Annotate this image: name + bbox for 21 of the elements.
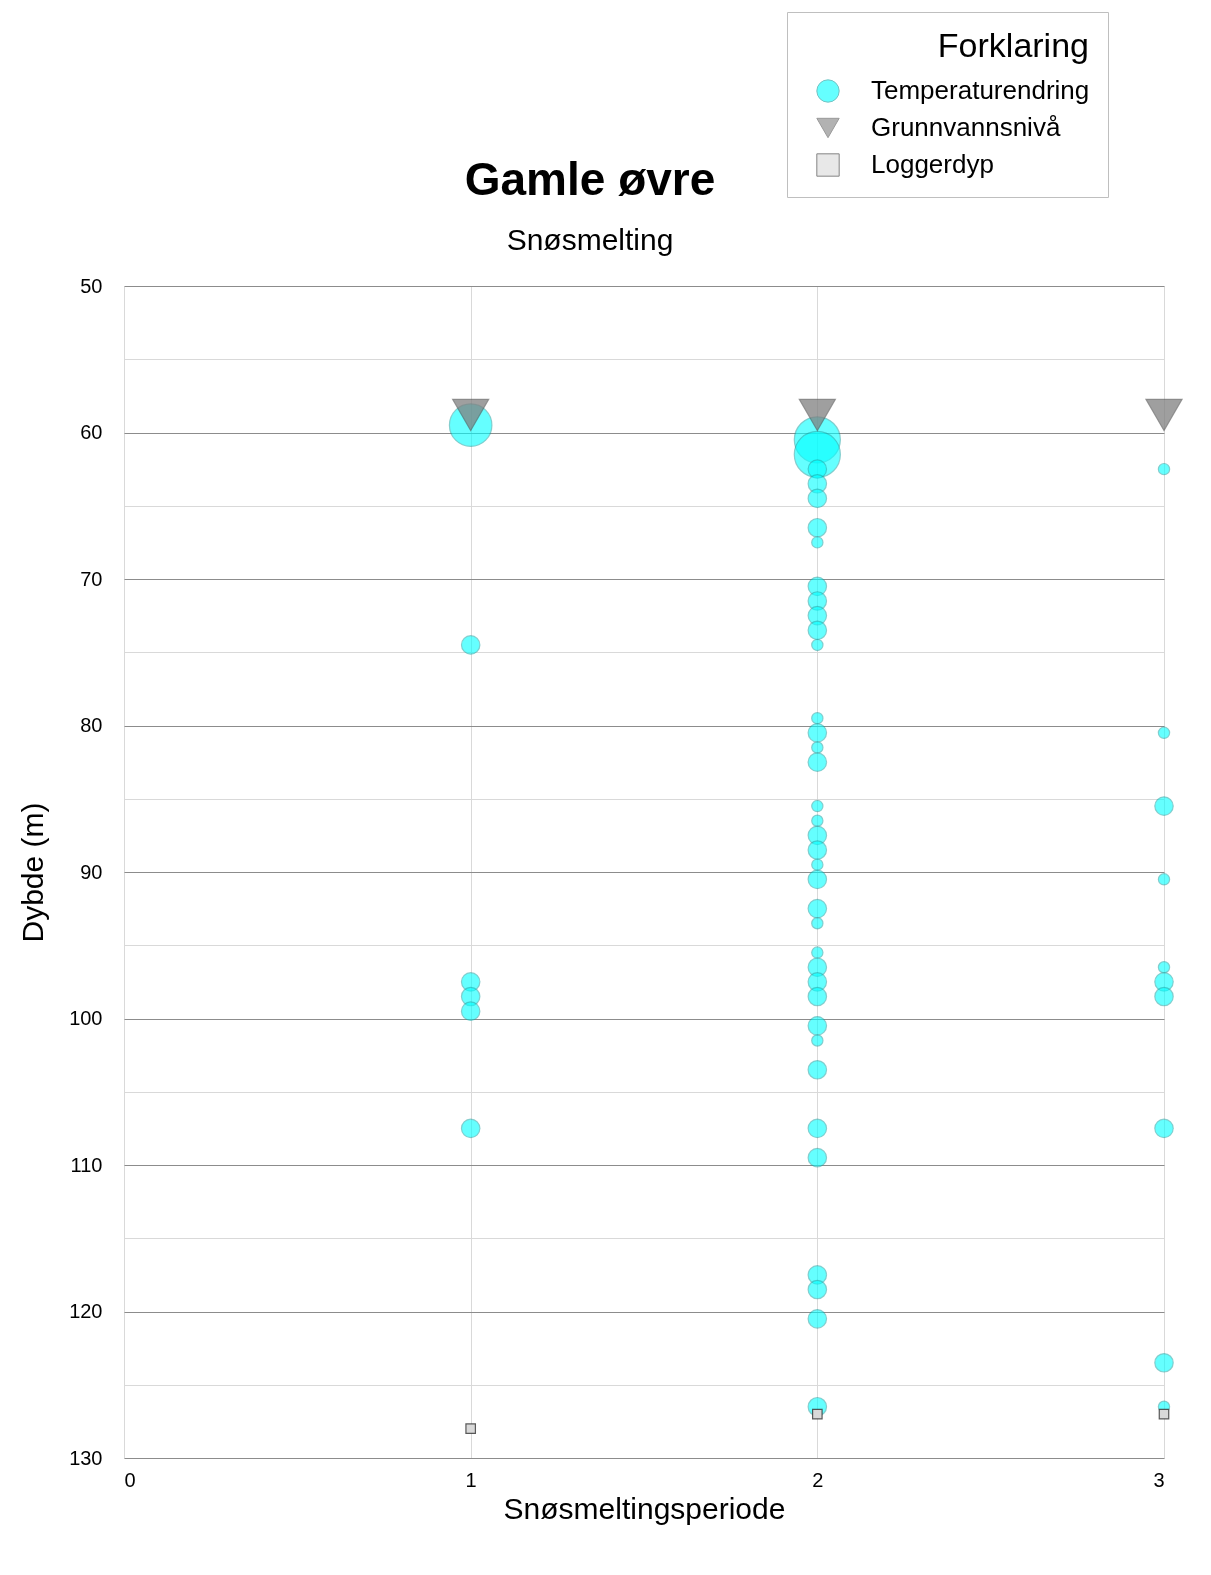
- y-tick-label: 130: [69, 1446, 103, 1469]
- chart-title: Gamle øvre: [464, 153, 716, 205]
- y-tick-label: 70: [80, 567, 103, 590]
- y-tick-label: 60: [80, 421, 103, 443]
- legend-label: Loggerdyp: [871, 149, 994, 179]
- y-tick-label: 110: [70, 1153, 103, 1176]
- legend-label: Temperaturendring: [871, 75, 1090, 105]
- x-tick-label: 3: [1153, 1468, 1165, 1491]
- y-axis-title: Dybde (m): [16, 802, 50, 943]
- chart-subtitle: Snøsmelting: [506, 223, 674, 256]
- y-tick-label: 100: [69, 1007, 103, 1029]
- y-tick-label: 90: [80, 860, 103, 883]
- y-tick-label: 120: [69, 1300, 103, 1322]
- x-tick-label: 1: [465, 1468, 477, 1491]
- x-tick-label: 2: [812, 1468, 824, 1491]
- y-tick-label: 80: [80, 714, 103, 736]
- x-axis-title: Snøsmeltingsperiode: [503, 1491, 786, 1525]
- y-tick-label: 50: [80, 274, 103, 297]
- legend-title: Forklaring: [937, 26, 1089, 64]
- x-tick-label: 0: [124, 1468, 136, 1491]
- legend-label: Grunnvannsnivå: [871, 112, 1061, 142]
